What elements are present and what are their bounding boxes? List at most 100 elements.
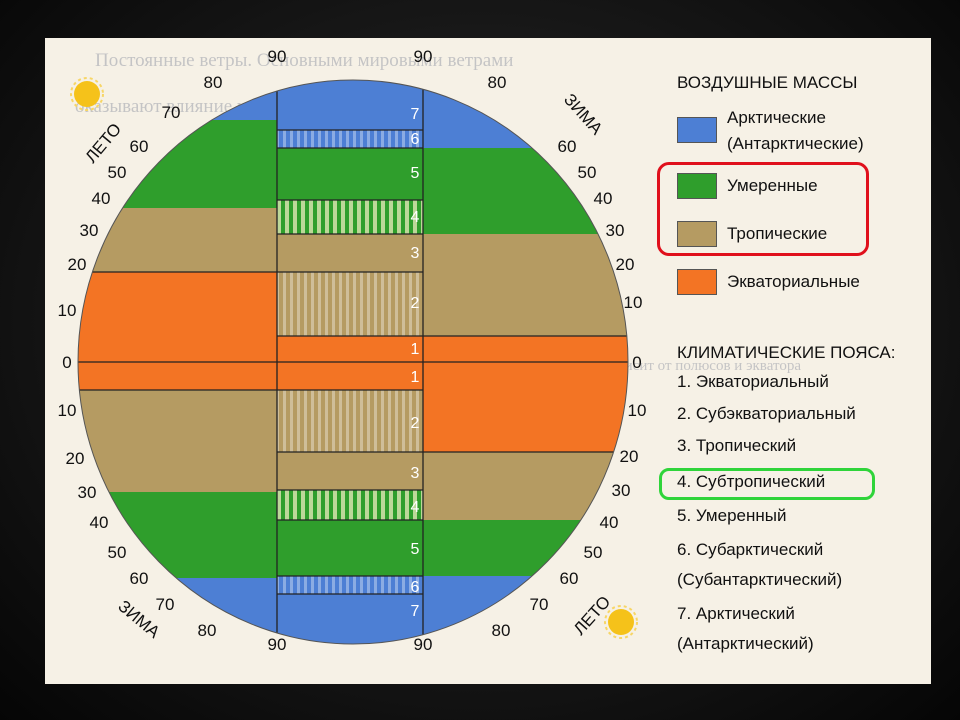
lat-30-left-bottom: 30 [78, 483, 97, 502]
swatch-equatorial [677, 269, 717, 295]
lat-40-right-top: 40 [594, 189, 613, 208]
belt-num-5-top: 5 [411, 165, 420, 182]
belt-num-1-top: 1 [411, 341, 420, 358]
arc-num-60-left-bottom: 60 [130, 569, 149, 588]
label-arctic-line1: Арктические [727, 108, 826, 127]
top-num-right: 90 [414, 47, 433, 66]
lat-10-left-top: 10 [58, 301, 77, 320]
globe-outline [77, 79, 629, 645]
arc-num-60-right: 60 [558, 137, 577, 156]
belt-item-2: 2. Субэкваториальный [677, 404, 856, 423]
label-tropical: Тропические [727, 224, 828, 243]
lat-40-right-bottom: 40 [600, 513, 619, 532]
lat-40-left-top: 40 [92, 189, 111, 208]
swatch-tropical [677, 221, 717, 247]
belt-item-7b: (Антарктический) [677, 634, 814, 653]
belt-num-6-top: 6 [411, 131, 420, 148]
lat-20-left-top: 20 [68, 255, 87, 274]
sun-icon-bottom-right [604, 605, 638, 639]
band-right-arctic-top [423, 80, 628, 148]
band-right-arctic-bottom [423, 576, 628, 644]
band-left-equatorial [78, 272, 277, 390]
lat-10-right-bottom: 10 [628, 401, 647, 420]
band-right-tropical-top [423, 234, 628, 336]
bottom-num-left: 90 [268, 635, 287, 654]
belt-num-5-bottom: 5 [411, 541, 420, 558]
belt-num-1-bottom: 1 [411, 369, 420, 386]
bg-text-line3: зависит от полюсов и экватора [605, 358, 801, 374]
arc-num-70-right-bottom: 70 [530, 595, 549, 614]
belt-num-3-top: 3 [411, 245, 420, 262]
lat-50-left-top: 50 [108, 163, 127, 182]
lat-30-right-bottom: 30 [612, 481, 631, 500]
season-summer-top-left: ЛЕТО [82, 120, 126, 167]
season-winter-top-right: ЗИМА [560, 90, 607, 139]
season-summer-bottom-right: ЛЕТО [570, 592, 614, 638]
lat-30-left-top: 30 [80, 221, 99, 240]
lat-20-right-top: 20 [616, 255, 635, 274]
belt-num-4-bottom: 4 [411, 499, 420, 516]
band-left-temperate-bottom [78, 492, 277, 578]
label-arctic-line2: (Антарктические) [727, 134, 864, 153]
belt-num-3-bottom: 3 [411, 465, 420, 482]
arc-num-80-left: 80 [204, 73, 223, 92]
sun-icon-top-left [70, 77, 104, 111]
belt-item-1: 1. Экваториальный [677, 372, 829, 391]
belt-num-4-top: 4 [411, 209, 420, 226]
lat-0-right: 0 [632, 353, 641, 372]
air-masses-title: ВОЗДУШНЫЕ МАССЫ [677, 73, 858, 92]
slide-page: Постоянные ветры. Основными мировыми вет… [45, 38, 931, 684]
highlight-red-frame [657, 162, 869, 256]
swatch-arctic [677, 117, 717, 143]
band-mid-arctic-top [277, 80, 423, 130]
belt-item-3: 3. Тропический [677, 436, 797, 455]
highlight-green-frame [659, 468, 875, 500]
label-equatorial: Экваториальные [727, 272, 860, 291]
belt-item-6: 6. Субарктический [677, 540, 824, 559]
bg-text-line1: Постоянные ветры. Основными мировыми вет… [95, 50, 514, 71]
arc-num-80-left-bottom: 80 [198, 621, 217, 640]
band-left-tropical-bottom [78, 390, 277, 492]
lat-0-left: 0 [62, 353, 71, 372]
band-right-equatorial [423, 336, 628, 452]
lat-30-right-top: 30 [606, 221, 625, 240]
label-temperate: Умеренные [727, 176, 818, 195]
lat-40-left-bottom: 40 [90, 513, 109, 532]
belt-num-2-top: 2 [411, 295, 420, 312]
belt-item-7: 7. Арктический [677, 604, 795, 623]
band-right-temperate-bottom [423, 520, 628, 576]
belt-item-5: 5. Умеренный [677, 506, 787, 525]
lat-50-right-top: 50 [578, 163, 597, 182]
arc-num-80-right-bottom: 80 [492, 621, 511, 640]
band-mid-arctic-bottom [277, 594, 423, 644]
arc-num-80-right: 80 [488, 73, 507, 92]
belt-item-6b: (Субантарктический) [677, 570, 843, 589]
band-mid-tropical-top [277, 234, 423, 272]
arc-num-60-right-bottom: 60 [560, 569, 579, 588]
arc-num-70-left: 70 [162, 103, 181, 122]
band-mid-equatorial [277, 336, 423, 390]
belt-num-7-top: 7 [411, 106, 420, 123]
band-right-temperate-top [423, 148, 628, 234]
arc-num-70-left-bottom: 70 [156, 595, 175, 614]
band-mid-temperate-top [277, 148, 423, 200]
belt-item-4: 4. Субтропический [677, 472, 826, 491]
belt-num-6-bottom: 6 [411, 579, 420, 596]
lat-10-left-bottom: 10 [58, 401, 77, 420]
band-left-temperate-top [78, 120, 277, 208]
lat-10-right-top: 10 [624, 293, 643, 312]
bottom-num-right: 90 [414, 635, 433, 654]
swatch-temperate [677, 173, 717, 199]
climate-belts-title: КЛИМАТИЧЕСКИЕ ПОЯСА: [677, 343, 896, 362]
lat-20-right-bottom: 20 [620, 447, 639, 466]
band-right-tropical-bottom [423, 452, 628, 520]
lat-50-right-bottom: 50 [584, 543, 603, 562]
belt-num-2-bottom: 2 [411, 415, 420, 432]
band-mid-tropical-bottom [277, 452, 423, 490]
band-mid-temperate-bottom [277, 520, 423, 576]
band-left-arctic-bottom [78, 578, 277, 644]
arc-num-60-left: 60 [130, 137, 149, 156]
belt-num-7-bottom: 7 [411, 603, 420, 620]
lat-50-left-bottom: 50 [108, 543, 127, 562]
lat-20-left-bottom: 20 [66, 449, 85, 468]
